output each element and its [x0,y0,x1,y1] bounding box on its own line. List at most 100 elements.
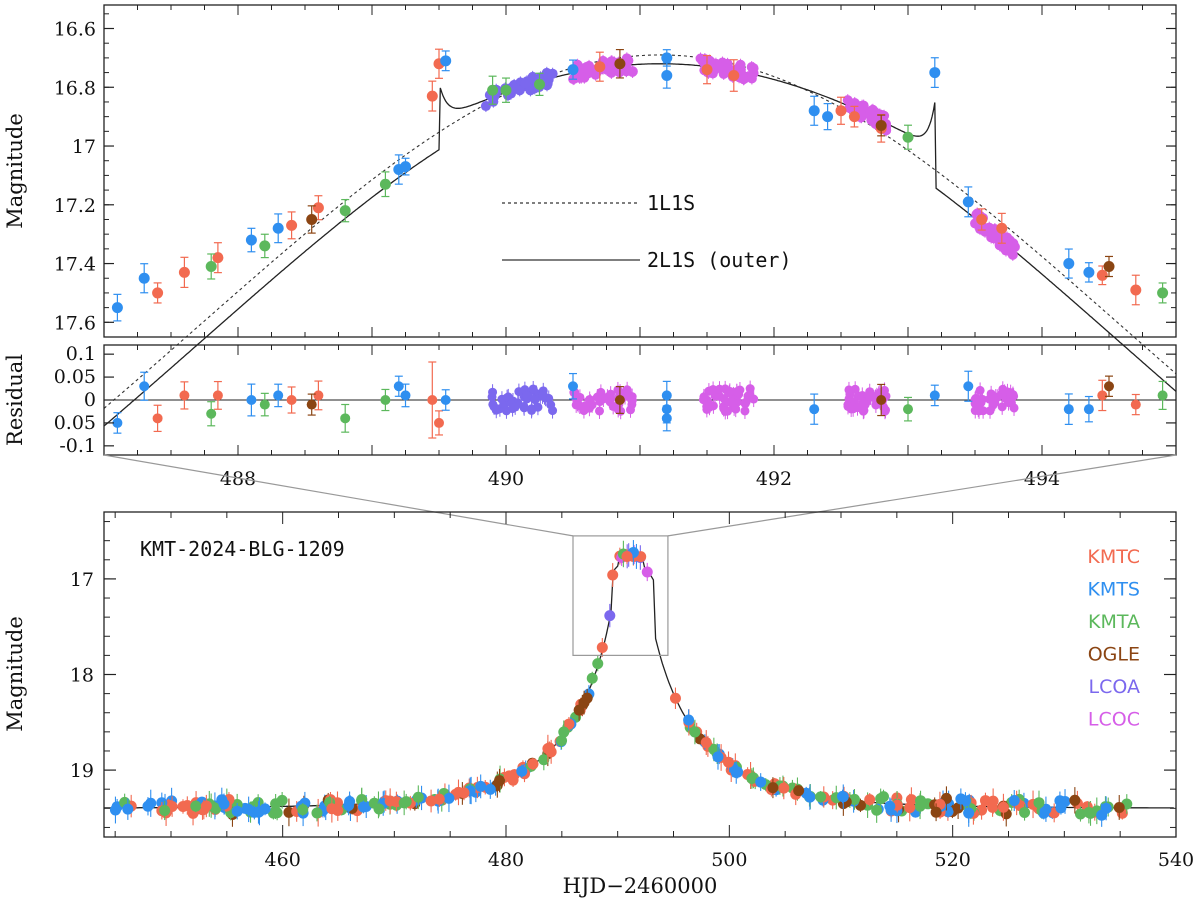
residual-lco-point [857,399,867,409]
bottom-point [1019,806,1031,818]
bottom-point [987,795,999,807]
residual-point-kmts [1083,404,1094,415]
residual-ytick-label: 0.05 [54,412,96,434]
bottom-point [507,774,519,786]
top-point-kmtc [286,219,298,231]
residual-xtick-label: 490 [488,468,524,490]
top-ytick-label: 16.6 [54,19,96,41]
bottom-point [558,726,570,738]
zoom-connector [103,454,1177,537]
bottom-point [122,803,134,815]
bottom-point [1033,797,1045,809]
top-point-kmta [500,84,512,96]
legend-label-2l1s: 2L1S (outer) [647,248,792,272]
bottom-point [732,766,744,778]
residual-point-kmts [1063,404,1074,415]
residual-point-kmta [340,413,351,424]
bottom-point [545,746,557,758]
bottom-point [877,791,889,803]
residual-lco-point [606,389,616,399]
bottom-point [494,775,506,787]
residual-point-ogle [614,395,625,405]
residual-ytick-label: 0.1 [66,343,96,365]
bottom-point [142,800,154,812]
top-point-kmta [205,260,217,272]
residual-lco-point [705,400,715,410]
residual-lco-point [731,404,741,414]
top-point-kmts [440,55,452,67]
top-point-kmta [259,240,271,252]
bottom-point [1008,795,1020,807]
residual-lco-point [528,384,538,394]
bottom-point [475,780,487,792]
bottom-point [712,751,724,763]
lco-point [748,63,759,74]
top-point-kmtc [178,266,190,278]
residual-point-kmts [273,390,284,401]
bottom-point [1074,808,1086,820]
top-point-kmtc [848,111,860,123]
bottom-point [425,795,437,807]
bottom-point [297,804,309,816]
legend-label-1l1s: 1L1S [647,191,695,215]
dataset-legend: KMTC KMTS KMTA OGLE LCOA LCOC [1087,546,1140,731]
residual-point-kmts [568,381,578,392]
residual-lco-point [497,394,507,404]
bottom-point [433,793,445,805]
residual-lco-point [627,396,637,406]
bottom-point [963,807,975,819]
bottom-point [755,776,767,788]
bottom-point [332,805,344,817]
bottom-ytick-label: 18 [70,665,94,687]
bottom-point [200,800,212,812]
top-ylabel: Magnitude [3,113,27,229]
residual-lco-point [998,384,1008,394]
top-point-kmts [929,67,941,79]
residual-lco-point [708,384,718,394]
residual-point-ogle [1104,381,1114,392]
bottom-point [864,794,876,806]
top-point-kmts [1083,266,1095,278]
residual-lco-point [880,405,890,415]
model-legend: 1L1S 2L1S (outer) [502,191,792,272]
residual-lco-point [538,391,548,401]
bottom-point [276,794,288,806]
residual-point-kmta [380,395,391,405]
bottom-point [1083,807,1095,819]
residual-lco-point [575,392,585,402]
residual-point-kmts [929,390,940,401]
bottom-point [243,803,255,815]
bottom-point [231,805,243,817]
residual-xtick-label: 494 [1024,468,1060,490]
bottom-ytick-label: 17 [70,569,94,591]
lco-point [704,55,715,66]
lco-point [606,67,617,78]
residual-point-kmts [112,417,123,428]
residual-lco-point [626,405,636,415]
residual-point-kmta [903,404,913,415]
residual-lco-point [592,392,602,402]
bottom-point [837,791,849,803]
top-point-kmts [138,272,150,284]
lco-point [514,85,525,96]
residual-lco-point [488,399,498,409]
bottom-point [190,800,202,812]
legend-entry-kmts: KMTS [1087,579,1140,601]
bottom-point [210,802,222,814]
top-point-kmts [567,64,579,76]
top-ytick-label: 17.2 [54,195,96,217]
top-point-kmts [661,70,673,82]
bottom-point [767,782,779,794]
bottom-point [604,610,616,622]
bottom-point [259,803,271,815]
residual-point-kmtc [286,395,297,405]
zoom-connector-right [667,454,1177,537]
bottom-point [311,807,323,819]
top-panel: 16.6 16.8 17 17.2 17.4 17.6 Magnitude 1L1S 2L… [3,4,1177,427]
bottom-point [357,801,369,813]
top-point-kmtc [594,61,606,73]
bottom-point [700,737,712,749]
bottom-point [1069,794,1081,806]
bottom-point [384,795,396,807]
bottom-point [683,714,695,726]
